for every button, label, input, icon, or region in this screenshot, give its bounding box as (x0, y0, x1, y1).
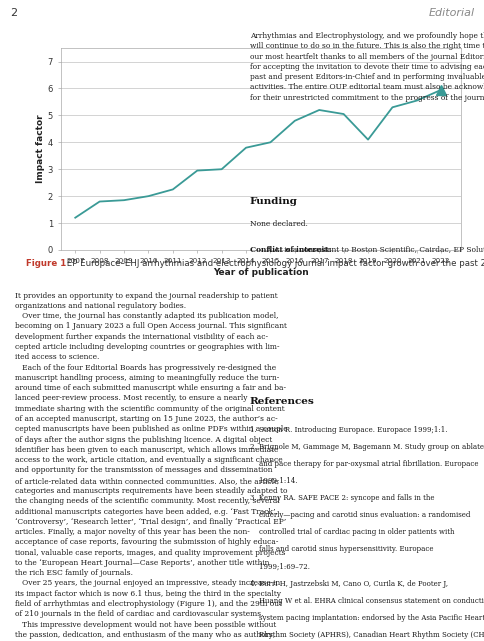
Text: References: References (249, 397, 314, 406)
Text: 2. Brignole M, Gammage M, Bagemann M. Study group on ablate: 2. Brignole M, Gammage M, Bagemann M. St… (249, 443, 483, 451)
Text: A.A. is a consultant to Boston Scientific, Cairdac, EP Solutions, Hylomorph, Med: A.A. is a consultant to Boston Scientifi… (263, 246, 484, 253)
Text: 1. Sutton R. Introducing Europace. Europace 1999;1:1.: 1. Sutton R. Introducing Europace. Europ… (249, 426, 446, 434)
Text: Arrhythmias and Electrophysiology, and we profoundly hope they
will continue to : Arrhythmias and Electrophysiology, and w… (249, 32, 484, 102)
Text: 4. Burri H, Jastrzebski M, Cano O, Curila K, de Pooter J,: 4. Burri H, Jastrzebski M, Cano O, Curil… (249, 579, 447, 588)
Text: system pacing implantation: endorsed by the Asia Pacific Heart: system pacing implantation: endorsed by … (249, 613, 484, 622)
X-axis label: Year of publication: Year of publication (212, 268, 308, 277)
Text: controlled trial of cardiac pacing in older patients with: controlled trial of cardiac pacing in ol… (249, 528, 454, 537)
Text: EP Europace–EHJ arrhythmias and electrophysiology journal impact factor growth o: EP Europace–EHJ arrhythmias and electrop… (64, 258, 484, 268)
Text: Figure 1: Figure 1 (26, 258, 66, 268)
Text: 2: 2 (10, 8, 17, 19)
Text: Huang W et al. EHRA clinical consensus statement on conduction: Huang W et al. EHRA clinical consensus s… (249, 597, 484, 604)
Text: elderly—pacing and carotid sinus evaluation: a randomised: elderly—pacing and carotid sinus evaluat… (249, 512, 469, 519)
Text: Conflict of interest:: Conflict of interest: (249, 246, 331, 253)
Text: 1999;1:69–72.: 1999;1:69–72. (249, 563, 309, 570)
Text: It provides an opportunity to expand the journal readership to patient
organizat: It provides an opportunity to expand the… (15, 292, 287, 641)
Text: and pace therapy for par-oxysmal atrial fibrillation. Europace: and pace therapy for par-oxysmal atrial … (249, 460, 477, 468)
Text: Editorial: Editorial (428, 8, 474, 19)
Text: Rhythm Society (APHRS), Canadian Heart Rhythm Society (CHRS),: Rhythm Society (APHRS), Canadian Heart R… (249, 631, 484, 639)
Text: None declared.: None declared. (249, 220, 307, 228)
Text: Funding: Funding (249, 197, 297, 206)
Text: 1999;1:14.: 1999;1:14. (249, 477, 297, 485)
Y-axis label: Impact factor: Impact factor (36, 115, 45, 183)
Text: 3. Kenny RA. SAFE PACE 2: syncope and falls in the: 3. Kenny RA. SAFE PACE 2: syncope and fa… (249, 494, 433, 502)
Text: falls and carotid sinus hypersensitivity. Europace: falls and carotid sinus hypersensitivity… (249, 545, 432, 553)
